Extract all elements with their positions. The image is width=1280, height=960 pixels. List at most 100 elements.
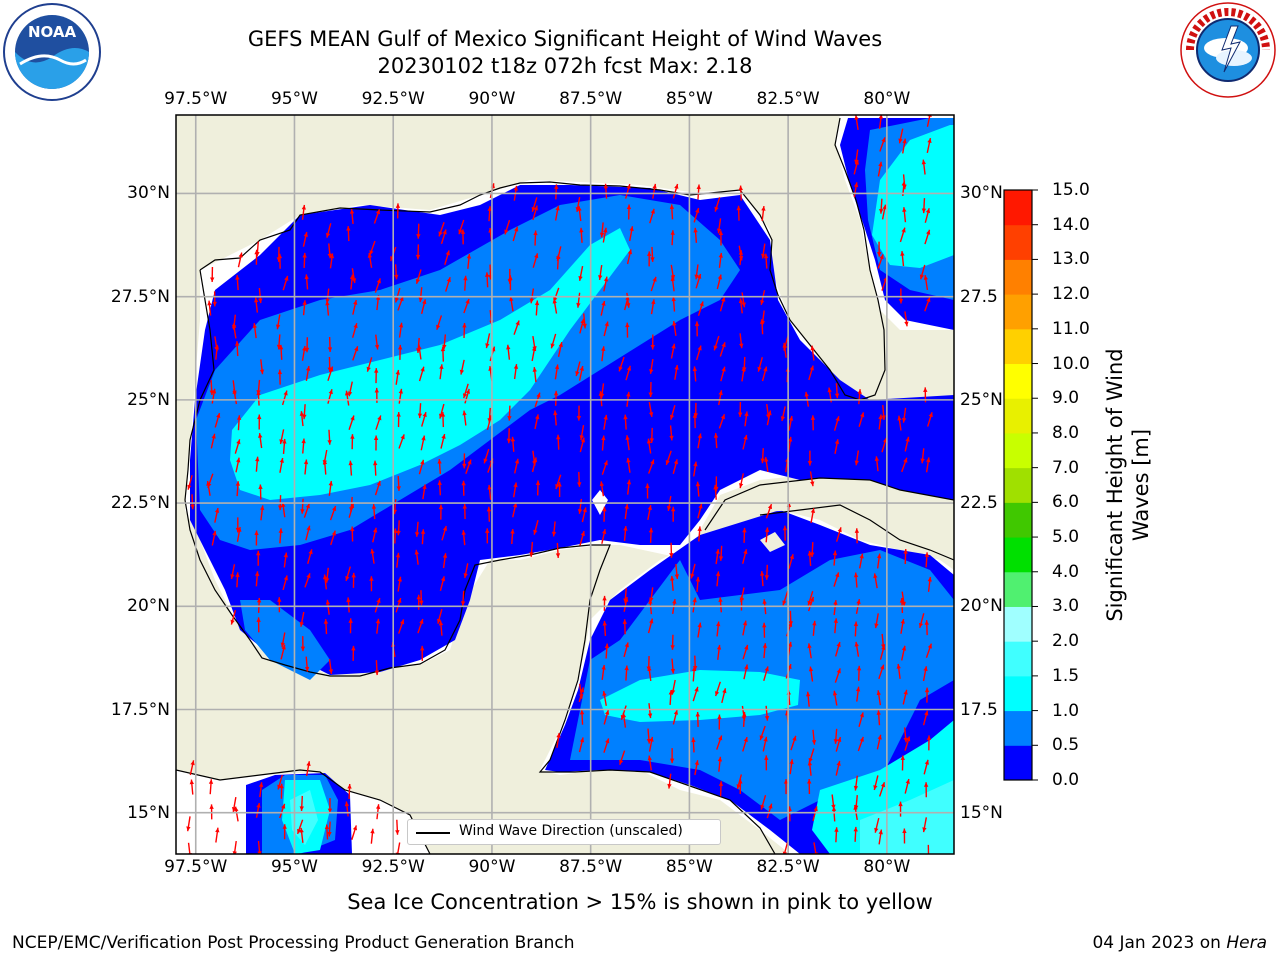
wind-wave-arrow (510, 528, 515, 545)
wind-wave-arrow (300, 636, 306, 652)
wind-wave-arrow (599, 481, 605, 497)
wind-wave-arrow (375, 415, 382, 430)
wind-wave-arrow (578, 265, 584, 281)
wind-wave-arrow (323, 619, 329, 635)
wind-wave-arrow (879, 645, 886, 660)
wind-wave-arrow (211, 530, 217, 546)
wind-wave-arrow (626, 457, 631, 473)
wind-wave-arrow (876, 690, 882, 706)
wind-wave-arrow (874, 613, 879, 629)
wind-wave-arrow (670, 634, 675, 650)
wind-wave-arrow (532, 367, 537, 383)
lon-tick-label-top: 82.5°W (756, 89, 820, 109)
wind-wave-arrow (397, 296, 404, 311)
wind-wave-arrow (534, 414, 540, 430)
wind-wave-arrow (531, 457, 538, 473)
wind-wave-arrow (374, 597, 381, 613)
wind-wave-arrow (352, 299, 358, 315)
wind-wave-arrow (255, 802, 261, 818)
wind-wave-arrow (460, 229, 466, 245)
wind-wave-arrow (742, 644, 749, 660)
wind-wave-arrow (899, 227, 906, 243)
wind-wave-arrow (835, 527, 842, 542)
wind-wave-arrow (808, 666, 814, 682)
wind-wave-arrow (436, 315, 443, 330)
wind-wave-arrow (650, 276, 657, 292)
wind-wave-arrow (304, 656, 310, 672)
wind-wave-arrow (807, 643, 812, 659)
wind-wave-arrow (693, 461, 698, 477)
wind-wave-arrow (716, 644, 722, 660)
wind-wave-arrow (235, 457, 241, 473)
wind-wave-arrow (835, 736, 842, 752)
wind-wave-arrow (598, 264, 603, 281)
wind-wave-arrow (255, 456, 260, 472)
wind-wave-arrow (374, 278, 381, 293)
wind-wave-arrow (280, 632, 286, 648)
wind-wave-arrow (398, 434, 405, 449)
wind-wave-arrow (807, 450, 813, 466)
wind-wave-arrow (787, 436, 793, 452)
wind-wave-arrow (695, 273, 702, 289)
wind-wave-arrow (647, 665, 652, 682)
wind-wave-arrow (439, 364, 444, 380)
colorbar-tick-label: 11.0 (1052, 318, 1090, 339)
wind-wave-arrow (325, 300, 330, 316)
wind-wave-arrow (533, 519, 539, 535)
wind-wave-arrow (303, 503, 310, 518)
wind-wave-arrow (282, 275, 289, 291)
wind-wave-arrow (853, 775, 859, 791)
wind-wave-arrow (256, 550, 261, 566)
svg-text:NOAA: NOAA (28, 23, 77, 41)
wind-wave-arrow (276, 334, 282, 350)
wind-wave-arrow (371, 504, 377, 520)
wind-wave-arrow (375, 295, 381, 311)
wind-wave-arrow (602, 506, 607, 522)
wind-wave-arrow (742, 711, 747, 727)
wind-wave-arrow (672, 320, 677, 336)
wind-wave-arrow (398, 322, 404, 338)
wind-wave-arrow (575, 361, 581, 377)
wind-wave-arrow (876, 710, 881, 726)
wind-wave-arrow (691, 737, 696, 753)
wind-wave-arrow (533, 230, 538, 246)
wind-wave-arrow (282, 438, 287, 454)
wind-wave-arrow (418, 459, 425, 475)
wind-wave-arrow (625, 435, 630, 451)
footer-host: Hera (1226, 933, 1267, 953)
wind-wave-arrow (422, 484, 427, 500)
wind-wave-arrow (395, 203, 401, 219)
wind-wave-arrow (922, 710, 929, 726)
wind-wave-arrow (878, 664, 885, 680)
wind-wave-arrow (304, 572, 311, 588)
lat-tick-label-left: 27.5°N (110, 286, 170, 307)
wind-wave-arrow (831, 806, 837, 822)
wind-wave-arrow (258, 484, 263, 500)
wind-wave-arrow (531, 346, 537, 362)
wind-wave-arrow (256, 617, 261, 633)
wind-wave-arrow (578, 737, 585, 753)
wave-band-1.5-2.0-pacific (290, 790, 318, 845)
wind-wave-arrow (206, 480, 211, 496)
wind-wave-arrow (462, 410, 467, 426)
wind-wave-arrow (670, 575, 675, 591)
wind-wave-arrow (766, 410, 772, 426)
wind-wave-arrow (902, 689, 908, 705)
wind-wave-arrow (373, 435, 379, 451)
wind-wave-arrow (697, 526, 702, 542)
wind-wave-arrow (763, 253, 769, 269)
wind-wave-arrow (669, 542, 674, 558)
wind-wave-arrow (879, 782, 886, 797)
wind-wave-arrow (212, 291, 217, 307)
wind-wave-arrow (647, 251, 652, 267)
wind-wave-arrow (924, 229, 931, 245)
wind-wave-arrow (624, 665, 629, 681)
wind-wave-arrow (603, 276, 609, 292)
wind-wave-arrow (853, 572, 859, 588)
wind-wave-arrow (556, 254, 561, 270)
wind-wave-arrow (255, 571, 260, 587)
wind-wave-arrow (876, 553, 882, 569)
wind-wave-arrow (853, 826, 858, 842)
wind-wave-arrow (234, 806, 239, 822)
